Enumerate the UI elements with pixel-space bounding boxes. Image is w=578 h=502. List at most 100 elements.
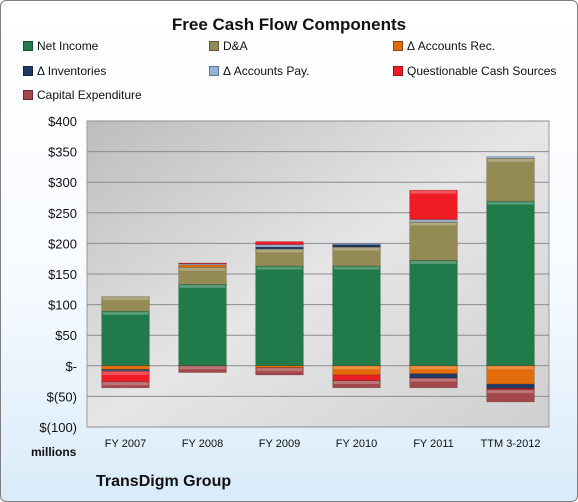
bar-segment-net-income: [332, 265, 381, 367]
bar-segment-net-income: [486, 200, 535, 367]
legend-swatch-net-income: [23, 41, 33, 51]
bar-segment-inventories: [486, 383, 535, 389]
bar-highlight: [333, 366, 380, 370]
legend-swatch-accounts-rec: [393, 41, 403, 51]
x-tick-label: FY 2008: [182, 438, 223, 450]
bar-segment-questionable: [178, 262, 227, 265]
bar-highlight: [410, 366, 457, 370]
legend-label-accounts-pay: Δ Accounts Pay.: [223, 64, 310, 78]
bar-segment-inventories: [101, 369, 150, 371]
legend-swatch-accounts-pay: [209, 66, 219, 76]
bar-highlight: [102, 371, 149, 375]
bar-highlight: [487, 390, 534, 394]
y-tick-label: $(100): [39, 420, 77, 435]
bar-segment-inventories: [409, 373, 458, 379]
bar-segment-capex: [332, 380, 381, 389]
bar-segment-accounts-pay: [332, 243, 381, 245]
y-axis-tick-labels: $400 $350 $300 $250 $200 $150 $100 $50 $- $(50) $(…: [39, 114, 77, 435]
bar-segment-da: [409, 221, 458, 261]
legend-item-da: D&A: [209, 39, 248, 53]
bar-highlight: [410, 378, 457, 382]
bar-highlight: [102, 311, 149, 315]
x-tick-label: FY 2011: [413, 438, 454, 450]
legend-label-inventories: Δ Inventories: [37, 64, 107, 78]
bar-highlight: [179, 267, 226, 271]
legend-item-inventories: Δ Inventories: [23, 64, 106, 78]
legend-label-capex: Capital Expenditure: [37, 88, 142, 102]
x-tick-label: TTM 3-2012: [481, 438, 541, 450]
y-tick-label: $300: [48, 175, 77, 190]
x-axis-tick-labels: FY 2007 FY 2008 FY 2009 FY 2010 FY 2011 TTM 3…: [105, 438, 541, 450]
bar-segment-da: [332, 246, 381, 267]
legend-swatch-capex: [23, 90, 33, 100]
bar-segment-capex: [255, 367, 304, 376]
y-tick-label: $350: [48, 145, 77, 160]
bar-highlight: [102, 382, 149, 386]
bar-segment-capex: [409, 377, 458, 389]
company-name: TransDigm Group: [96, 473, 232, 490]
bar-highlight: [333, 380, 380, 384]
bar-highlight: [256, 249, 303, 253]
bar-segment-questionable: [255, 241, 304, 245]
legend-item-capex: Capital Expenditure: [23, 88, 142, 102]
y-tick-label: $(50): [47, 389, 77, 404]
bar-segment-accounts-rec: [332, 365, 381, 376]
chart-title: Free Cash Flow Components: [171, 15, 407, 34]
bar-segment-inventories: [255, 246, 304, 250]
x-tick-label: FY 2009: [259, 438, 300, 450]
bar-segment-accounts-pay: [409, 219, 458, 223]
bar-segment-capex: [178, 365, 227, 373]
x-tick-label: FY 2007: [105, 438, 146, 450]
bars: [101, 156, 535, 403]
legend-label-net-income: Net Income: [37, 39, 99, 53]
y-tick-label: $150: [48, 267, 77, 282]
legend-label-accounts-rec: Δ Accounts Rec.: [407, 39, 496, 53]
y-tick-label: $100: [48, 298, 77, 313]
bar-segment-questionable: [332, 374, 381, 381]
bar-highlight: [487, 366, 534, 370]
bar-segment-accounts-pay: [486, 156, 535, 159]
bar-segment-accounts-rec: [178, 264, 227, 268]
bar-segment-accounts-rec: [486, 365, 535, 385]
bar-highlight: [333, 247, 380, 251]
bar-segment-accounts-rec: [409, 365, 458, 375]
legend-label-questionable: Questionable Cash Sources: [407, 64, 557, 78]
y-tick-label: $400: [48, 114, 77, 129]
bar-highlight: [410, 190, 457, 194]
bar-segment-net-income: [409, 260, 458, 367]
legend-item-questionable: Questionable Cash Sources: [393, 64, 556, 78]
bar-highlight: [102, 297, 149, 301]
y-tick-label: $50: [55, 328, 77, 343]
bar-highlight: [256, 266, 303, 270]
bar-segment-net-income: [101, 311, 150, 367]
legend-swatch-da: [209, 41, 219, 51]
bar-highlight: [179, 366, 226, 370]
bar-segment-capex: [486, 389, 535, 403]
bar-segment-da: [486, 158, 535, 202]
legend-swatch-inventories: [23, 66, 33, 76]
legend-item-net-income: Net Income: [23, 39, 98, 53]
bar-highlight: [179, 284, 226, 288]
bar-segment-accounts-rec: [101, 365, 150, 370]
bar-segment-capex: [101, 381, 150, 389]
y-tick-label: $250: [48, 206, 77, 221]
legend-label-da: D&A: [223, 39, 248, 53]
bar-segment-net-income: [255, 265, 304, 367]
bar-segment-da: [101, 296, 150, 312]
bar-highlight: [487, 201, 534, 205]
legend-item-accounts-pay: Δ Accounts Pay.: [209, 64, 310, 78]
units-label: millions: [31, 445, 77, 459]
bar-highlight: [410, 261, 457, 265]
bar-segment-inventories: [332, 244, 381, 248]
legend-item-accounts-rec: Δ Accounts Rec.: [393, 39, 495, 53]
x-tick-label: FY 2010: [336, 438, 377, 450]
gridlines: [87, 120, 549, 428]
bar-highlight: [333, 266, 380, 270]
y-tick-label: $200: [48, 236, 77, 251]
legend-swatch-questionable: [393, 66, 403, 76]
bar-segment-net-income: [178, 284, 227, 367]
bar-highlight: [256, 368, 303, 372]
y-tick-label: $-: [65, 359, 77, 374]
